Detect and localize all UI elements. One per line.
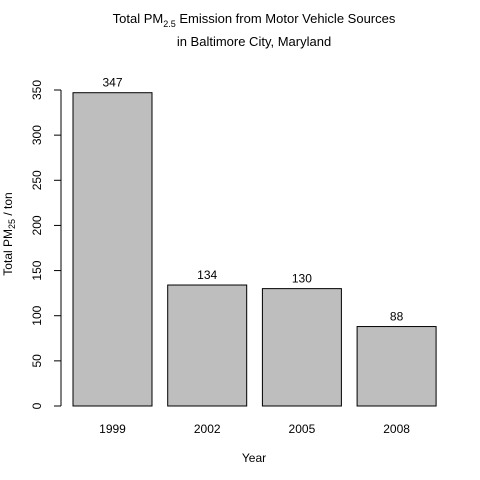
x-category-label: 1999 <box>99 422 126 436</box>
y-tick-label: 200 <box>30 215 44 235</box>
bars: 347 1999 134 2002 130 2005 88 2008 <box>72 76 437 436</box>
bar <box>356 326 437 407</box>
y-tick-label: 150 <box>30 260 44 280</box>
x-category-label: 2002 <box>194 422 221 436</box>
x-axis-label: Year <box>242 451 266 465</box>
bar <box>72 92 153 407</box>
x-category-label: 2008 <box>383 422 410 436</box>
chart-title-prefix: Total PM <box>113 11 164 26</box>
bar-value-label: 88 <box>390 310 404 324</box>
y-axis-label-prefix: Total PM <box>1 229 15 276</box>
chart-title-line2: in Baltimore City, Maryland <box>177 34 331 49</box>
x-category-label: 2005 <box>289 422 316 436</box>
y-axis-label-subscript: 25 <box>7 219 17 229</box>
bar-value-label: 347 <box>102 76 122 90</box>
bar <box>167 284 248 407</box>
y-axis: 0 50 100 150 200 250 300 350 <box>30 80 62 409</box>
y-axis-label-suffix: / ton <box>1 192 15 219</box>
y-tick-label: 250 <box>30 170 44 190</box>
bar <box>261 288 342 407</box>
y-tick-label: 50 <box>30 354 44 368</box>
chart-title-subscript: 2.5 <box>163 19 176 29</box>
chart-title-line1: Total PM2.5 Emission from Motor Vehicle … <box>113 11 396 29</box>
bar-value-label: 134 <box>197 268 217 282</box>
y-tick-label: 100 <box>30 305 44 325</box>
bar-value-label: 130 <box>292 272 312 286</box>
y-axis-label: Total PM25 / ton <box>1 192 17 275</box>
chart-title-suffix: Emission from Motor Vehicle Sources <box>176 11 396 26</box>
y-tick-label: 350 <box>30 80 44 100</box>
y-tick-label: 0 <box>30 402 44 409</box>
y-tick-label: 300 <box>30 125 44 145</box>
